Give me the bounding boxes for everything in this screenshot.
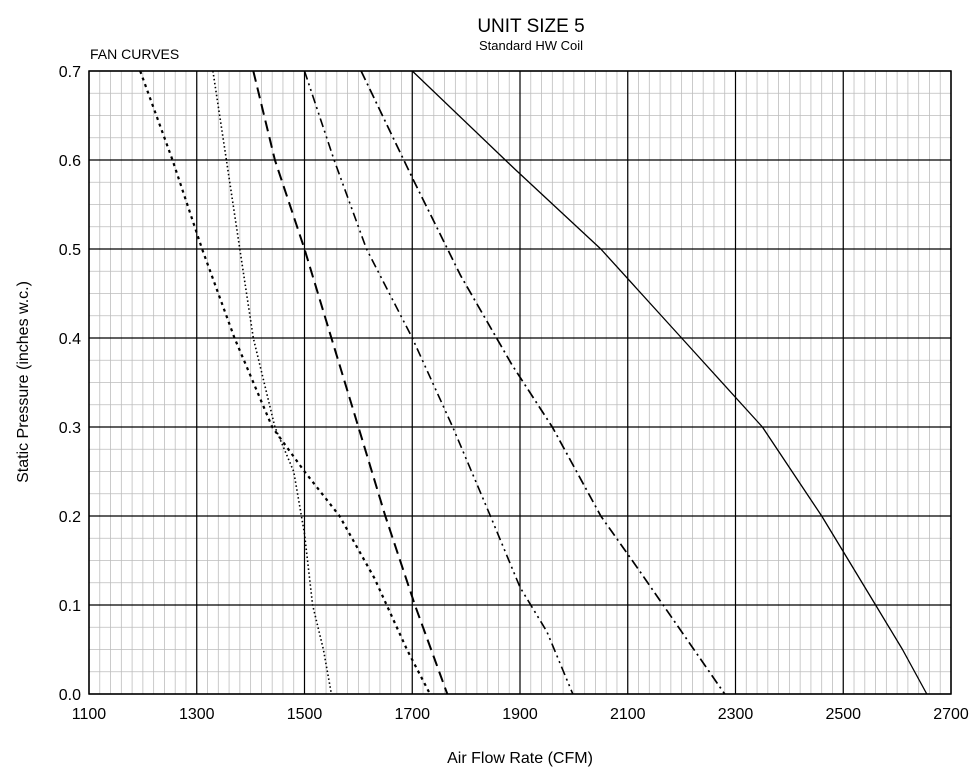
chart-title: UNIT SIZE 5 [477, 16, 584, 37]
x-tick-label: 2500 [825, 706, 861, 723]
y-tick-label: 0.3 [59, 420, 81, 437]
x-tick-label: 1700 [394, 706, 430, 723]
x-tick-label: 1100 [72, 706, 107, 723]
y-tick-label: 0.7 [59, 64, 81, 81]
y-tick-labels: 0.0 0.1 0.2 0.3 0.4 0.5 0.6 0.7 [59, 64, 81, 704]
y-tick-label: 0.4 [59, 331, 81, 348]
x-tick-label: 1900 [502, 706, 538, 723]
x-tick-label: 2100 [610, 706, 646, 723]
chart-subtitle: Standard HW Coil [479, 38, 583, 53]
series-layer [139, 70, 928, 695]
y-axis-label: Static Pressure (inches w.c.) [15, 281, 32, 483]
y-tick-label: 0.6 [59, 153, 81, 170]
x-tick-label: 1300 [179, 706, 215, 723]
fan-curve-3 [252, 70, 449, 695]
fan-curve-5 [360, 70, 726, 695]
fan-curve-4 [303, 70, 574, 695]
y-tick-label: 0.5 [59, 242, 81, 259]
fan-curves-label: FAN CURVES [90, 46, 179, 62]
x-tick-label: 2300 [718, 706, 754, 723]
plot-frame [88, 70, 952, 695]
x-axis-label: Air Flow Rate (CFM) [447, 750, 593, 767]
x-tick-labels: 1100 1300 1500 1700 1900 2100 2300 2500 2700 [72, 706, 969, 723]
fan-curve-1 [139, 70, 431, 695]
fan-curve-6 [411, 70, 928, 695]
x-tick-label: 2700 [933, 706, 969, 723]
y-tick-label: 0.1 [59, 598, 81, 615]
y-tick-label: 0.0 [59, 687, 81, 704]
x-tick-label: 1500 [287, 706, 323, 723]
y-tick-label: 0.2 [59, 509, 81, 526]
